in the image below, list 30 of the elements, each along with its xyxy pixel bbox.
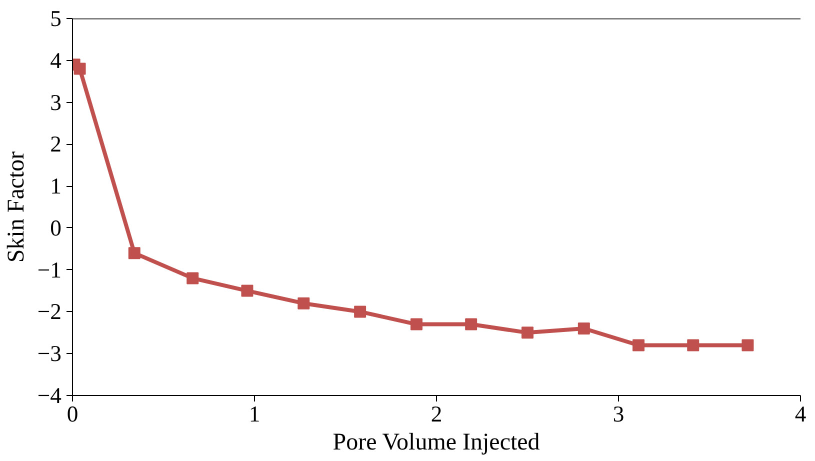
point: [742, 339, 754, 352]
y-tick-label: 5: [50, 6, 62, 31]
y-tick-label: −2: [37, 299, 62, 324]
point: [128, 247, 140, 260]
y-tick-label: 3: [50, 90, 62, 115]
point: [241, 284, 254, 297]
point: [632, 339, 645, 352]
point: [522, 326, 534, 339]
y-tick-label: 0: [50, 215, 62, 240]
x-tick-label: 0: [66, 402, 78, 426]
point: [186, 272, 199, 284]
point: [74, 62, 86, 75]
x-tick-label: 3: [612, 402, 624, 426]
x-tick-label: 1: [248, 402, 260, 426]
y-tick-label: −4: [37, 383, 62, 408]
x-tick-label: 4: [794, 402, 806, 426]
y-tick-label: 2: [50, 132, 62, 157]
point: [578, 322, 590, 334]
point: [687, 339, 700, 352]
point: [354, 306, 366, 318]
point: [298, 297, 310, 310]
y-axis-title: Skin Factor: [3, 151, 30, 263]
y-tick-label: 1: [50, 174, 62, 199]
y-tick-label: 4: [50, 48, 62, 73]
x-axis-title: Pore Volume Injected: [332, 430, 540, 456]
x-tick-label: 2: [430, 402, 442, 426]
y-tick-label: −3: [37, 341, 62, 366]
y-tick-label: −1: [37, 257, 62, 282]
point: [410, 318, 422, 330]
point: [465, 318, 478, 330]
